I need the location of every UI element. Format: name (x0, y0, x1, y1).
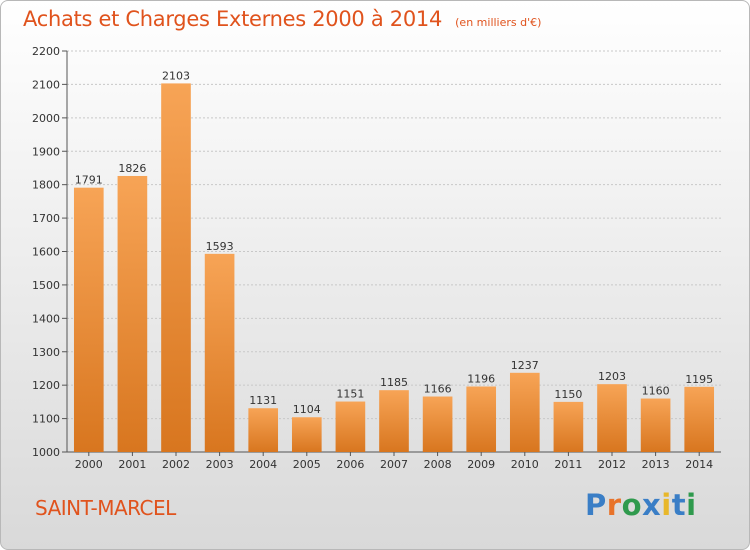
y-tick-label: 2200 (32, 45, 60, 58)
value-label-2007: 1185 (380, 376, 408, 389)
labels: 1000 1100 1200 1300 1400 1500 1600 1700 1800 1900… (32, 45, 713, 471)
value-label-2003: 1593 (206, 240, 234, 253)
value-label-2005: 1104 (293, 403, 321, 416)
y-tick-label: 1600 (32, 246, 60, 259)
y-tick-label: 1100 (32, 413, 60, 426)
logo-letter: t (671, 488, 687, 522)
y-tick-label: 1000 (32, 446, 60, 459)
y-tick-label: 1400 (32, 312, 60, 325)
x-tick-label-2005: 2005 (293, 458, 321, 471)
bar-2001 (117, 175, 148, 452)
value-label-2004: 1131 (249, 394, 277, 407)
bar-2010 (509, 372, 540, 452)
value-label-2006: 1151 (336, 388, 364, 401)
x-tick-label-2009: 2009 (467, 458, 495, 471)
bar-2011 (553, 401, 584, 452)
x-tick-label-2012: 2012 (598, 458, 626, 471)
logo-letter: x (642, 488, 662, 522)
x-tick-label-2010: 2010 (511, 458, 539, 471)
value-label-2014: 1195 (685, 373, 713, 386)
logo-letter: r (606, 488, 622, 522)
y-tick-label: 1700 (32, 212, 60, 225)
bar-2012 (597, 384, 627, 452)
x-tick-label-2006: 2006 (336, 458, 364, 471)
logo-letter: o (621, 488, 643, 522)
place-name: SAINT-MARCEL (35, 496, 176, 520)
value-label-2000: 1791 (75, 174, 103, 187)
y-tick-label: 1200 (32, 379, 60, 392)
bar-2008 (422, 396, 453, 452)
bar-2013 (640, 398, 671, 452)
chart-title: Achats et Charges Externes 2000 à 2014 (23, 7, 443, 31)
value-label-2002: 2103 (162, 69, 190, 82)
y-tick-label: 1900 (32, 145, 60, 158)
bar-2003 (204, 253, 235, 452)
x-tick-label-2007: 2007 (380, 458, 408, 471)
logo-letter: i (686, 488, 697, 522)
value-label-2012: 1203 (598, 370, 626, 383)
x-tick-label-2000: 2000 (75, 458, 103, 471)
y-tick-label: 2100 (32, 78, 60, 91)
proxiti-logo: Proxiti (585, 488, 697, 522)
chart-subtitle: (en milliers d'€) (455, 16, 542, 29)
bar-2007 (379, 390, 409, 452)
value-label-2010: 1237 (511, 359, 539, 372)
value-label-2009: 1196 (467, 373, 495, 386)
bar-2005 (291, 417, 322, 452)
logo-letter: P (585, 488, 607, 522)
bar-2014 (684, 386, 715, 452)
logo-letter: i (661, 488, 672, 522)
bar-2002 (161, 83, 191, 452)
y-tick-label: 1800 (32, 179, 60, 192)
title-row: Achats et Charges Externes 2000 à 2014 (… (23, 7, 541, 31)
y-tick-label: 1500 (32, 279, 60, 292)
x-tick-label-2002: 2002 (162, 458, 190, 471)
x-tick-label-2003: 2003 (206, 458, 234, 471)
bar-2000 (73, 187, 104, 452)
bar-2004 (248, 408, 279, 452)
value-label-2013: 1160 (642, 385, 670, 398)
value-label-2001: 1826 (118, 162, 146, 175)
y-tick-label: 1300 (32, 346, 60, 359)
x-tick-label-2011: 2011 (554, 458, 582, 471)
bar-2009 (466, 386, 497, 452)
x-tick-label-2013: 2013 (642, 458, 670, 471)
bars (73, 83, 715, 452)
x-tick-label-2014: 2014 (685, 458, 713, 471)
y-tick-label: 2000 (32, 112, 60, 125)
x-tick-label-2004: 2004 (249, 458, 277, 471)
x-tick-label-2008: 2008 (424, 458, 452, 471)
bar-2006 (335, 401, 366, 452)
value-label-2011: 1150 (554, 388, 582, 401)
x-tick-label-2001: 2001 (118, 458, 146, 471)
value-label-2008: 1166 (424, 383, 452, 396)
